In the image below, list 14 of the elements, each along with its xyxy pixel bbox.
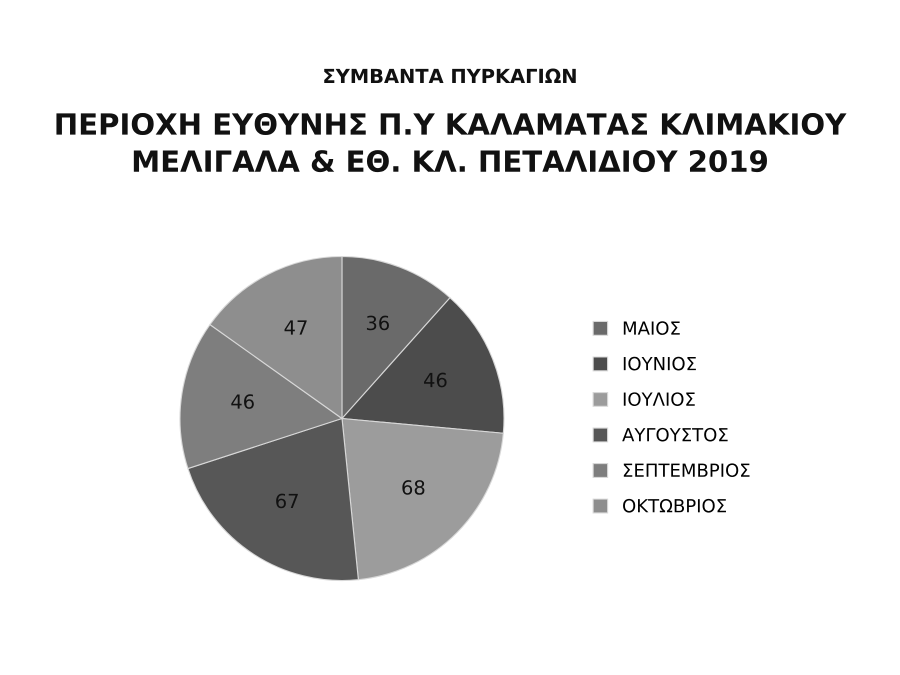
data-label: 47 xyxy=(284,320,307,335)
legend-label: ΜΑΙΟΣ xyxy=(624,321,680,335)
data-label: 36 xyxy=(366,316,389,330)
legend-label: ΑΥΓΟΥΣΤΟΣ xyxy=(622,428,728,442)
data-label: 67 xyxy=(276,494,298,508)
legend-label: ΙΟΥΛΙΟΣ xyxy=(624,392,695,406)
legend-label: ΙΟΥΝΙΟΣ xyxy=(624,356,696,370)
data-label: 46 xyxy=(424,372,447,388)
chart-subtitle: ΠΕΡΙΟΧΗ ΕΥΘΥΝΗΣ Π.Υ ΚΑΛΑΜΑΤΑΣ ΚΛΙΜΑΚΙΟΥ ΜΕΛΙΓΑΛΑ & ΕΘ. ΚΛ. ΠΕΤΑΛΙΔΙΟΥ 2019 xyxy=(56,112,847,172)
data-label: 46 xyxy=(231,394,254,409)
legend-label: ΟΚΤΩΒΡΙΟΣ xyxy=(623,498,726,513)
legend-label: ΣΕΠΤΕΜΒΡΙΟΣ xyxy=(624,463,750,478)
chart-title: ΣΥΜΒΑΝΤΑ ΠΥΡΚΑΓΙΩΝ xyxy=(324,68,576,83)
data-label: 68 xyxy=(402,480,424,495)
